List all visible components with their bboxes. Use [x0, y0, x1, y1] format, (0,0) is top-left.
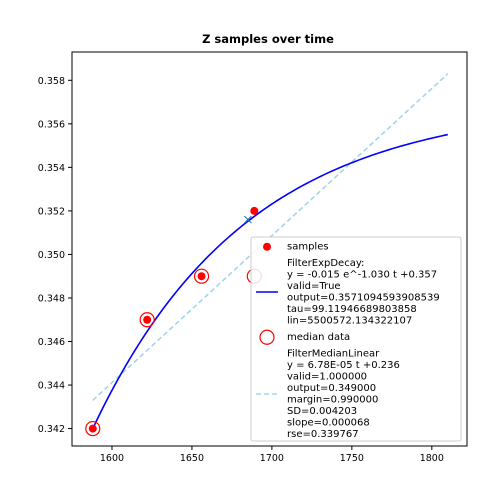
legend-label-line: FilterMedianLinear	[287, 349, 380, 360]
legend-label-line: margin=0.990000	[287, 395, 378, 406]
x-marker-stroke	[243, 215, 252, 224]
legend-box	[250, 236, 462, 442]
legend-label-line: lin=5500572.134322107	[287, 316, 412, 327]
sample-point	[250, 206, 259, 215]
x-axis: 1600 1650 1700 1750 1800	[100, 446, 444, 464]
legend-entry-median: median data	[259, 329, 350, 345]
x-tick-label: 1700	[260, 453, 284, 464]
median-data-point	[193, 268, 210, 284]
legend-label-line: rse=0.339767	[287, 429, 359, 440]
x-tick-label: 1650	[180, 453, 204, 464]
y-tick-label: 0.348	[38, 293, 65, 304]
y-axis: 0.342 0.344 0.346 0.348 0.350 0.352 0.354 0.356…	[38, 76, 72, 435]
data-points	[85, 206, 262, 437]
y-tick-label: 0.350	[38, 250, 65, 261]
legend-entry-exp-decay: FilterExpDecay:y = -0.015 e^-1.030 t +0.…	[256, 258, 440, 327]
y-tick-label: 0.346	[38, 337, 65, 348]
legend-label-line: median data	[287, 332, 350, 343]
x-tick-label: 1600	[100, 453, 124, 464]
legend: samples FilterExpDecay:y = -0.015 e^-1.03…	[250, 236, 462, 442]
legend-label-line: valid=1.000000	[287, 372, 367, 383]
y-tick-label: 0.354	[38, 163, 65, 174]
median-data-point	[139, 312, 155, 328]
legend-label-line: y = 6.78E-05 t +0.236	[287, 360, 400, 371]
legend-label-line: samples	[287, 242, 329, 253]
legend-swatch-samples	[263, 242, 271, 251]
legend-label-line: output=0.3571094593908539	[287, 293, 440, 304]
sample-point	[88, 424, 97, 433]
y-tick-label: 0.352	[38, 206, 65, 217]
y-tick-label: 0.356	[38, 119, 65, 130]
legend-label-line: SD=0.004203	[287, 406, 357, 417]
x-marker	[243, 215, 252, 224]
x-tick-label: 1800	[420, 453, 444, 464]
legend-label-line: output=0.349000	[287, 383, 376, 394]
legend-entry-samples: samples	[263, 242, 329, 253]
y-tick-label: 0.344	[38, 381, 65, 392]
x-tick-label: 1750	[340, 453, 364, 464]
legend-label-line: y = -0.015 e^-1.030 t +0.357	[287, 270, 437, 281]
sample-point	[143, 315, 152, 324]
legend-label-line: tau=99.11946689803858	[287, 304, 417, 315]
sample-point	[197, 272, 206, 281]
legend-swatch-median	[259, 329, 275, 345]
legend-label-line: valid=True	[287, 281, 341, 292]
chart-title: Z samples over time	[202, 32, 334, 46]
median-data-point	[85, 420, 101, 437]
legend-label-line: FilterExpDecay:	[287, 258, 364, 269]
legend-label-line: slope=0.000068	[287, 418, 370, 429]
y-tick-label: 0.358	[38, 76, 65, 87]
y-tick-label: 0.342	[38, 424, 65, 435]
